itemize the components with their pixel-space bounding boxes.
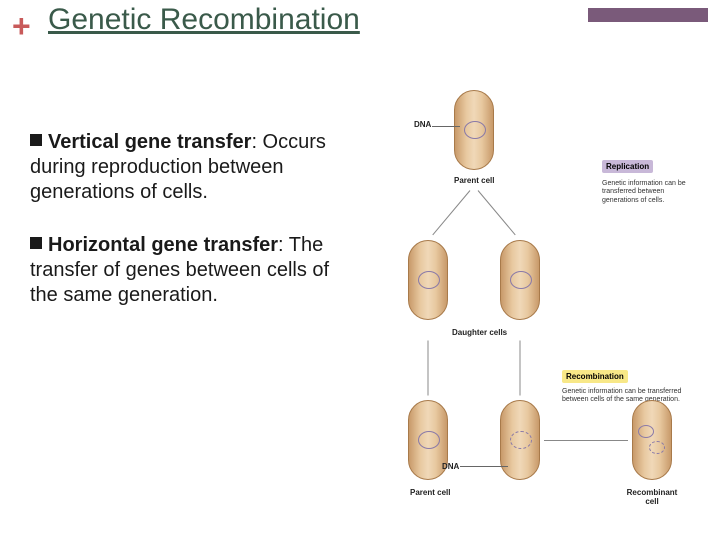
recombinant-cell [632, 400, 672, 480]
diagram: DNA Parent cell Replication Genetic info… [362, 90, 712, 530]
leader-line [432, 126, 460, 127]
label-parent-bottom: Parent cell [410, 488, 450, 497]
plasmid-icon [418, 431, 440, 449]
slide-title: Genetic Recombination [48, 2, 360, 38]
arrow [432, 190, 470, 235]
plasmid-dashed-icon [649, 441, 665, 454]
accent-bar [588, 8, 708, 22]
plus-icon: + [12, 8, 31, 45]
daughter-cell [408, 240, 448, 320]
plasmid-icon [464, 121, 486, 139]
plasmid-icon [418, 271, 440, 289]
arrow [520, 341, 521, 396]
plasmid-icon [638, 425, 654, 438]
content-area: Vertical gene transfer: Occurs during re… [30, 130, 340, 336]
arrow [428, 341, 429, 396]
caption-bottom: Genetic information can be transferred b… [562, 388, 682, 405]
square-bullet-icon [30, 134, 42, 146]
parent-cell [454, 90, 494, 170]
plasmid-icon [510, 271, 532, 289]
bottom-cell [500, 400, 540, 480]
tag-replication: Replication [602, 160, 653, 173]
leader-line [460, 466, 508, 467]
label-dna-bottom: DNA [442, 462, 459, 471]
arrow [478, 190, 516, 235]
label-parent-top: Parent cell [454, 176, 494, 185]
term-horizontal: Horizontal gene transfer [48, 234, 278, 256]
bullet-vertical: Vertical gene transfer: Occurs during re… [30, 130, 340, 205]
tag-recombination: Recombination [562, 370, 628, 383]
square-bullet-icon [30, 237, 42, 249]
bullet-horizontal: Horizontal gene transfer: The transfer o… [30, 233, 340, 308]
label-dna-top: DNA [414, 120, 431, 129]
arrow [544, 440, 628, 441]
label-daughter: Daughter cells [452, 328, 507, 337]
caption-top: Genetic information can be transferred b… [602, 180, 702, 205]
plasmid-dashed-icon [510, 431, 532, 449]
daughter-cell [500, 240, 540, 320]
label-recombinant: Recombinant cell [620, 488, 684, 506]
term-vertical: Vertical gene transfer [48, 131, 251, 153]
